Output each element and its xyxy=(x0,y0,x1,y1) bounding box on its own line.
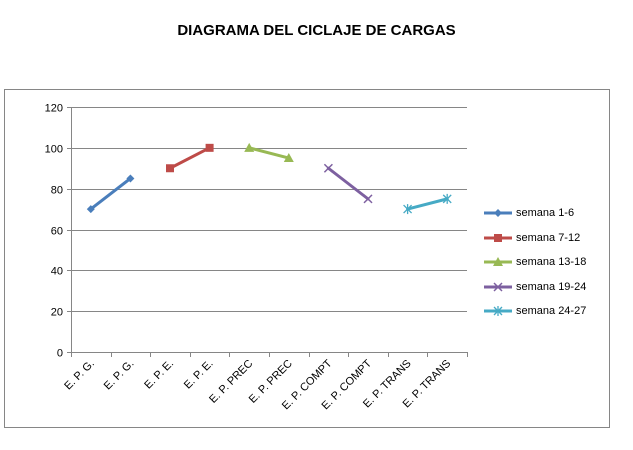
y-tick-label: 80 xyxy=(51,185,63,197)
series-group xyxy=(86,142,452,215)
data-point-stroke xyxy=(323,163,333,173)
legend-label: semana 19-24 xyxy=(516,280,587,293)
legend-swatch-marker xyxy=(493,306,503,317)
y-tick-label: 40 xyxy=(51,266,63,278)
legend-swatch xyxy=(484,306,512,317)
legend-label: semana 13-18 xyxy=(516,256,587,269)
data-point xyxy=(244,142,255,152)
y-tick-label: 20 xyxy=(51,307,63,319)
series-line xyxy=(406,197,449,211)
legend-swatch-marker-stroke xyxy=(493,282,503,292)
legend-item: semana 13-18 xyxy=(483,250,623,275)
y-tick-label: 100 xyxy=(45,144,63,156)
legend-swatch xyxy=(484,282,512,292)
legend-swatch-marker xyxy=(493,282,503,292)
legend-swatch-marker xyxy=(494,209,502,218)
legend-item: semana 24-27 xyxy=(483,299,623,324)
legend-swatch xyxy=(484,257,512,267)
data-point xyxy=(363,194,373,204)
legend-swatch xyxy=(484,209,512,218)
chart-border xyxy=(4,89,610,428)
legend-label: semana 7-12 xyxy=(516,231,581,244)
x-tick-label: E. P. G. xyxy=(62,358,97,393)
legend-label: semana 24-27 xyxy=(516,305,587,318)
legend-swatch xyxy=(484,233,512,242)
y-tick-label: 60 xyxy=(51,226,63,238)
series-line xyxy=(168,146,212,170)
series-line xyxy=(247,146,291,160)
legend-swatch-marker xyxy=(494,233,502,242)
chart-title: DIAGRAMA DEL CICLAJE DE CARGAS xyxy=(177,22,456,39)
y-tick-label: 120 xyxy=(45,103,63,115)
series-line xyxy=(326,166,370,201)
data-point xyxy=(283,153,294,163)
legend: semana 1-6 semana 7-12 semana 13-18 semana … xyxy=(483,201,623,324)
x-tick-label: E. P. G. xyxy=(102,358,137,393)
y-tick-label: 0 xyxy=(57,348,63,360)
legend-item: semana 7-12 xyxy=(483,226,623,251)
data-point xyxy=(323,163,333,173)
x-tick-label: E. P. E. xyxy=(142,358,176,392)
gridlines xyxy=(71,107,467,312)
data-point-stroke xyxy=(363,194,373,204)
x-tick-label: E. P. E. xyxy=(182,358,216,392)
data-point xyxy=(205,143,214,152)
legend-item: semana 19-24 xyxy=(483,275,623,300)
data-point xyxy=(166,164,174,173)
legend-label: semana 1-6 xyxy=(516,207,575,220)
series-line xyxy=(89,176,132,211)
legend-swatch-marker xyxy=(493,257,503,267)
legend-item: semana 1-6 xyxy=(483,201,623,226)
data-point xyxy=(126,174,135,183)
data-point xyxy=(442,193,452,204)
data-point xyxy=(86,205,95,214)
data-point xyxy=(403,204,413,215)
